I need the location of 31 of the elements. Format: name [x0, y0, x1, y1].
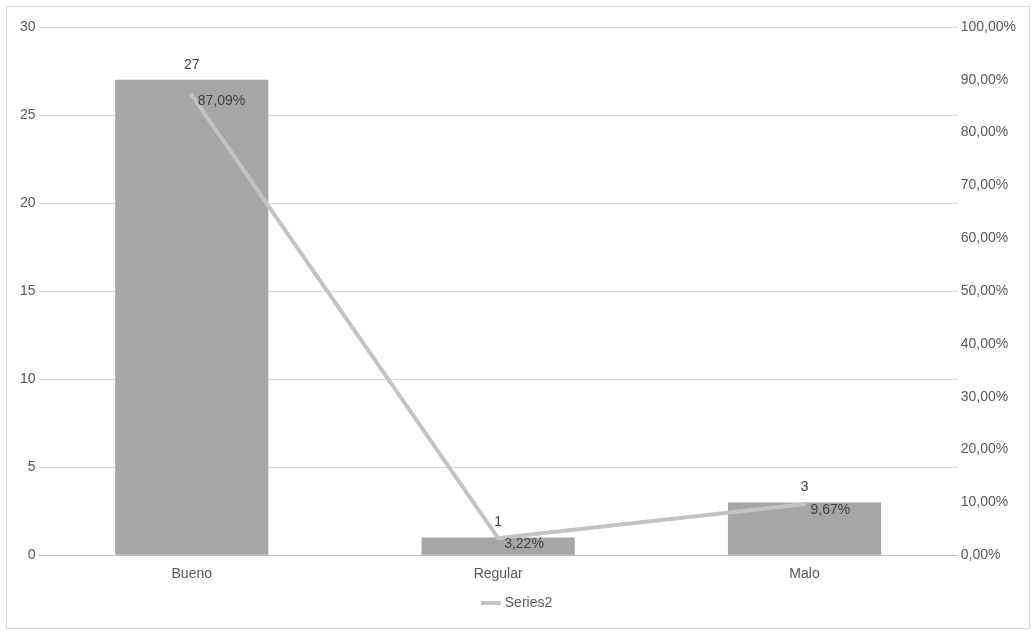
y2-tick-label: 30,00% [960, 387, 1009, 404]
data-label: 9,67% [810, 500, 851, 517]
x-tick-label: Malo [789, 565, 820, 582]
bar [115, 79, 269, 555]
legend-label: Series2 [504, 593, 553, 610]
y-tick-label: 15 [19, 281, 36, 298]
data-label: 1 [494, 513, 503, 530]
y2-tick-label: 10,00% [960, 493, 1009, 510]
data-label: 3,22% [504, 535, 544, 552]
y2-tick-label: 80,00% [960, 123, 1009, 140]
y2-tick-label: 50,00% [960, 281, 1009, 298]
x-tick-label: Bueno [171, 565, 213, 582]
y2-tick-label: 40,00% [960, 334, 1009, 351]
bar [421, 537, 575, 555]
y2-tick-label: 100,00% [960, 17, 1017, 34]
bar [727, 502, 882, 555]
y-tick-label: 0 [27, 546, 36, 563]
y2-tick-label: 20,00% [960, 440, 1009, 457]
data-label: 3 [800, 478, 809, 495]
y2-tick-label: 90,00% [960, 70, 1009, 87]
y2-tick-label: 70,00% [960, 176, 1009, 193]
x-tick-label: Regular [473, 565, 523, 582]
data-label: 87,09% [197, 92, 246, 109]
y-tick-label: 20 [19, 193, 36, 210]
y-tick-label: 5 [27, 458, 36, 475]
y2-tick-label: 0,00% [960, 546, 1001, 563]
y-tick-label: 30 [19, 17, 36, 34]
y2-tick-label: 60,00% [960, 229, 1009, 246]
y-tick-label: 10 [19, 369, 36, 386]
data-label: 27 [183, 55, 200, 72]
y-tick-label: 25 [19, 105, 36, 122]
